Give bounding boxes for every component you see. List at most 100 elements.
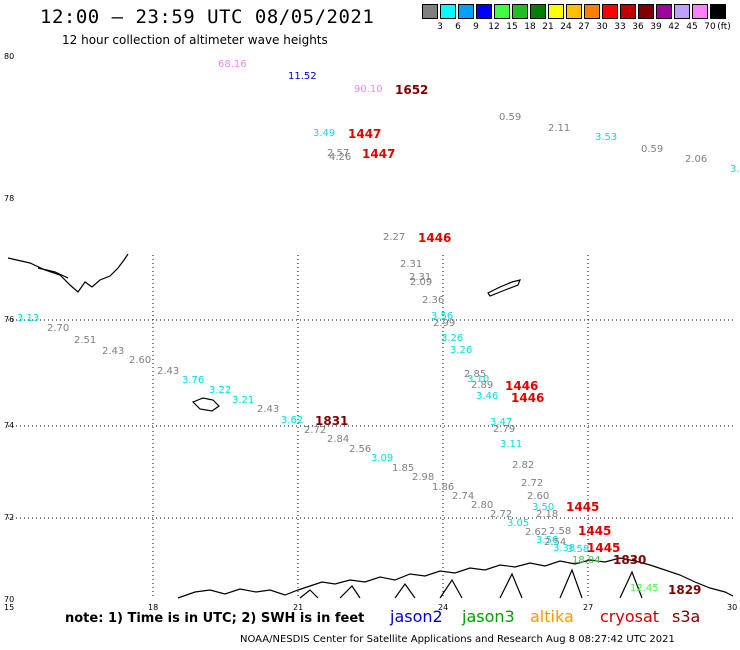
wave-height-label: 2.36 [422, 295, 445, 306]
pass-time-label: 1829 [668, 583, 702, 597]
legend-label: 39 [650, 22, 662, 32]
pass-time-label: 1830 [613, 553, 647, 567]
coast-norway-fjords [299, 568, 643, 599]
legend-label: 6 [455, 22, 461, 32]
pass-time-label: 1446 [511, 391, 545, 405]
legend-label: 70 [704, 22, 716, 32]
wave-height-label: 3.21 [232, 395, 255, 406]
legend-swatch [440, 4, 456, 19]
legend-label: 18 [524, 22, 536, 32]
satellite-jason2: jason2 [390, 607, 443, 626]
legend-unit: (ft) [717, 22, 731, 32]
lat-label-72: 72 [4, 513, 15, 522]
wave-height-label: 3.46 [476, 391, 499, 402]
legend-swatch [476, 4, 492, 19]
credit-footer: NOAA/NESDIS Center for Satellite Applica… [240, 634, 675, 645]
pass-time-label: 1445 [587, 541, 621, 555]
page-title: 12:00 – 23:59 UTC 08/05/2021 [40, 6, 375, 28]
legend-swatch [458, 4, 474, 19]
satellite-altika: altika [530, 607, 574, 626]
wave-height-label: 3.49 [313, 128, 336, 139]
wave-height-label: 2.54 [544, 537, 567, 548]
wave-height-label: 2.58 [549, 526, 572, 537]
legend-swatch [548, 4, 564, 19]
footnote: note: 1) Time is in UTC; 2) SWH is in fe… [65, 611, 365, 626]
lon-label-15: 15 [4, 603, 15, 612]
wave-height-label: 3.22 [209, 385, 232, 396]
wave-height-label: 2.62 [525, 527, 548, 538]
satellite-s3a: s3a [672, 607, 701, 626]
wave-height-label: 2.56 [349, 444, 372, 455]
wave-height-label: 0.59 [641, 144, 664, 155]
wave-height-label: 2.60 [129, 355, 152, 366]
wave-height-label: 18.04 [572, 555, 601, 566]
satellite-cryosat: cryosat [600, 607, 660, 626]
wave-height-label: 3.13 [17, 313, 40, 324]
wave-height-label: 4.26 [329, 152, 352, 163]
wave-height-label: 3.05 [507, 518, 530, 529]
page-subtitle: 12 hour collection of altimeter wave hei… [62, 33, 328, 47]
wave-height-label: 3.56 [431, 311, 454, 322]
legend-swatch [638, 4, 654, 19]
pass-time-label: 1445 [578, 524, 612, 538]
lon-label-24: 24 [438, 603, 449, 612]
wave-height-label: 2.72 [521, 478, 544, 489]
legend-label: 27 [578, 22, 590, 32]
wave-height-label: 3.10 [467, 374, 490, 385]
wave-height-label: 2.11 [548, 123, 571, 134]
wave-height-label: 3.50 [532, 502, 555, 513]
lat-label-70: 70 [4, 595, 15, 604]
lon-label-21: 21 [293, 603, 304, 612]
lat-label-76: 76 [4, 315, 15, 324]
wave-height-label: 90.10 [354, 84, 383, 95]
pass-time-label: 1445 [566, 500, 600, 514]
wave-height-label: 0.59 [499, 112, 522, 123]
wave-height-label: 3.26 [450, 345, 473, 356]
lon-label-30: 30 [727, 603, 738, 612]
wave-height-label: 3.26 [441, 333, 464, 344]
legend-label: 15 [506, 22, 518, 32]
pass-time-label: 1831 [315, 414, 349, 428]
wave-height-label: 2.99 [433, 318, 456, 329]
wave-height-label: 2.60 [527, 491, 550, 502]
lat-label-74: 74 [4, 421, 15, 430]
pass-time-label: 1446 [418, 231, 452, 245]
wave-height-label: 2.09 [410, 277, 433, 288]
wave-height-label: 2.84 [327, 434, 350, 445]
legend-swatch [692, 4, 708, 19]
legend-label: 42 [668, 22, 680, 32]
wave-height-label: 2.57 [327, 148, 350, 159]
pass-time-label: 1447 [348, 127, 382, 141]
lat-label-78: 78 [4, 194, 15, 203]
legend-label: 24 [560, 22, 572, 32]
wave-height-label: 2.80 [471, 500, 494, 511]
legend-label: 30 [596, 22, 608, 32]
pass-time-label: 1652 [395, 83, 429, 97]
legend-swatch [656, 4, 672, 19]
wave-height-label: 2.06 [685, 154, 708, 165]
legend-swatch [584, 4, 600, 19]
lon-label-18: 18 [148, 603, 159, 612]
wave-height-label: 68.16 [218, 59, 247, 70]
legend-swatch [494, 4, 510, 19]
wave-height-label: 3.58 [567, 544, 590, 555]
wave-height-label: 3.62 [281, 415, 304, 426]
legend-label: 36 [632, 22, 644, 32]
grid-lines [8, 255, 733, 598]
legend-label: 45 [686, 22, 698, 32]
coast-bear-island [191, 397, 220, 412]
wave-height-label: 3.38 [553, 543, 576, 554]
wave-height-label: 2.18 [536, 509, 559, 520]
wave-height-label: 2.85 [464, 369, 487, 380]
wave-height-label: 2.43 [257, 404, 280, 415]
satellite-jason3: jason3 [462, 607, 515, 626]
wave-height-label: 2.51 [74, 335, 97, 346]
wave-height-label: 11.52 [288, 71, 317, 82]
wave-height-label: 3.47 [490, 417, 513, 428]
legend-swatch [422, 4, 438, 19]
wave-height-label: 2.72 [490, 509, 513, 520]
lat-label-80: 80 [4, 52, 15, 61]
wave-height-label: 3.76 [182, 375, 205, 386]
legend-swatch [566, 4, 582, 19]
